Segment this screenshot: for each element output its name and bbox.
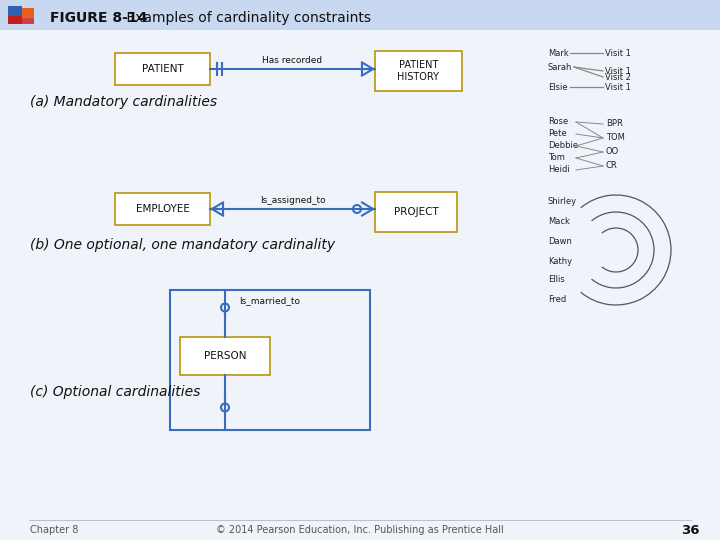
Text: Visit 1: Visit 1 bbox=[605, 83, 631, 91]
Text: Visit 1: Visit 1 bbox=[605, 49, 631, 57]
Bar bbox=[170, 290, 370, 430]
Bar bbox=[180, 337, 270, 375]
Text: Kathy: Kathy bbox=[548, 256, 572, 266]
Text: Pete: Pete bbox=[548, 130, 567, 138]
Text: TOM: TOM bbox=[606, 133, 625, 143]
Text: FIGURE 8-14: FIGURE 8-14 bbox=[50, 11, 148, 25]
Text: Chapter 8: Chapter 8 bbox=[30, 525, 78, 535]
Bar bbox=[375, 192, 457, 232]
Text: 36: 36 bbox=[682, 523, 700, 537]
Bar bbox=[375, 51, 462, 91]
Bar bbox=[0, 0, 720, 30]
Text: (c) Optional cardinalities: (c) Optional cardinalities bbox=[30, 385, 200, 399]
Text: (b) One optional, one mandatory cardinality: (b) One optional, one mandatory cardinal… bbox=[30, 238, 335, 252]
Text: EMPLOYEE: EMPLOYEE bbox=[135, 204, 189, 214]
Text: PERSON: PERSON bbox=[204, 351, 246, 361]
Text: Tom: Tom bbox=[548, 153, 565, 163]
Text: Fred: Fred bbox=[548, 294, 566, 303]
Text: PROJECT: PROJECT bbox=[394, 207, 438, 217]
Text: © 2014 Pearson Education, Inc. Publishing as Prentice Hall: © 2014 Pearson Education, Inc. Publishin… bbox=[216, 525, 504, 535]
Text: Mack: Mack bbox=[548, 218, 570, 226]
Text: Examples of cardinality constraints: Examples of cardinality constraints bbox=[122, 11, 371, 25]
Text: Dawn: Dawn bbox=[548, 238, 572, 246]
Text: Elsie: Elsie bbox=[548, 83, 567, 91]
Text: OO: OO bbox=[606, 147, 619, 157]
Bar bbox=[22, 18, 34, 24]
Text: Ellis: Ellis bbox=[548, 275, 564, 285]
Text: (a) Mandatory cardinalities: (a) Mandatory cardinalities bbox=[30, 95, 217, 109]
Bar bbox=[8, 16, 22, 24]
Text: Rose: Rose bbox=[548, 118, 568, 126]
Text: CR: CR bbox=[606, 161, 618, 171]
Text: PATIENT
HISTORY: PATIENT HISTORY bbox=[397, 60, 439, 82]
Text: Is_assigned_to: Is_assigned_to bbox=[260, 196, 325, 205]
Text: Shirley: Shirley bbox=[548, 198, 577, 206]
Bar bbox=[115, 53, 210, 85]
Text: Visit 1: Visit 1 bbox=[605, 66, 631, 76]
Bar bbox=[8, 6, 22, 16]
Text: Heidi: Heidi bbox=[548, 165, 570, 174]
Text: Debbie: Debbie bbox=[548, 141, 578, 151]
Text: Is_married_to: Is_married_to bbox=[240, 296, 300, 305]
Text: BPR: BPR bbox=[606, 119, 623, 129]
Text: Has recorded: Has recorded bbox=[262, 56, 323, 65]
Text: Mark: Mark bbox=[548, 49, 569, 57]
Bar bbox=[22, 8, 34, 18]
Bar bbox=[115, 193, 210, 225]
Text: Sarah: Sarah bbox=[548, 63, 572, 71]
Text: Visit 2: Visit 2 bbox=[605, 72, 631, 82]
Text: PATIENT: PATIENT bbox=[142, 64, 184, 74]
